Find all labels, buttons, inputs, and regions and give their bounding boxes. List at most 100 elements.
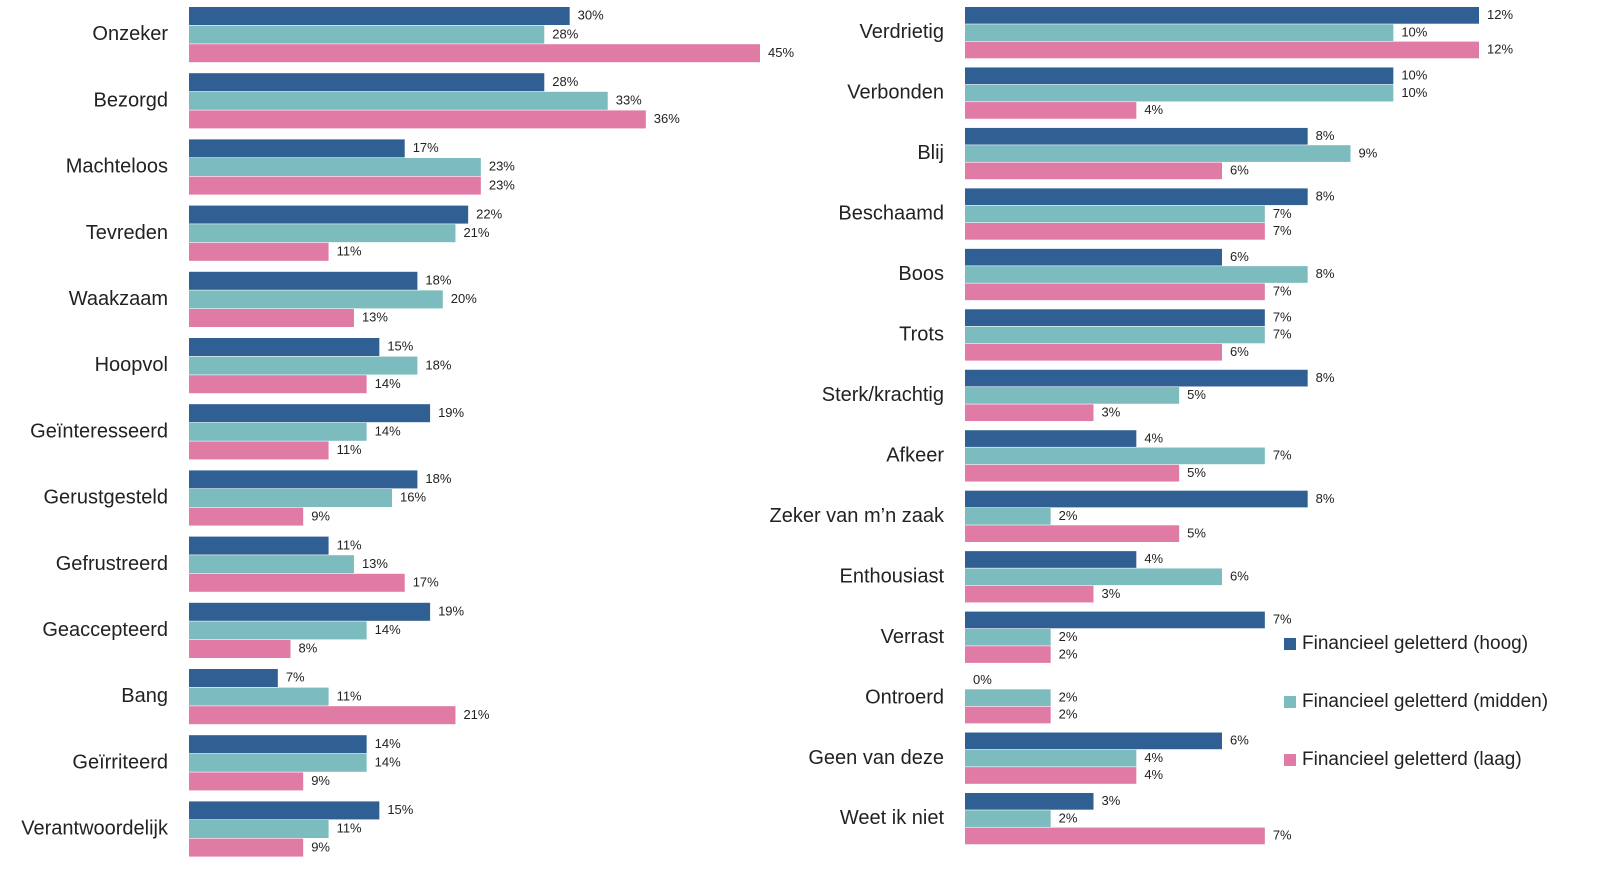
bar (189, 489, 393, 507)
data-label: 3% (1102, 793, 1121, 808)
data-label: 6% (1230, 163, 1249, 178)
data-label: 8% (1316, 266, 1335, 281)
data-label: 15% (387, 339, 413, 354)
data-label: 4% (1144, 767, 1163, 782)
data-label: 2% (1059, 689, 1078, 704)
bar (965, 551, 1137, 568)
bar (965, 67, 1394, 85)
bar (965, 188, 1308, 206)
bar (965, 162, 1222, 180)
bar (189, 801, 380, 820)
data-label: 9% (1359, 145, 1378, 160)
data-label: 8% (1316, 188, 1335, 203)
bar (965, 404, 1094, 422)
data-label: 21% (463, 707, 489, 722)
bar (189, 573, 405, 592)
bar (189, 404, 431, 423)
bar (965, 525, 1180, 542)
legend-label: Financieel geletterd (hoog) (1302, 633, 1528, 654)
data-label: 19% (438, 604, 464, 619)
category-label: Geaccepteerd (42, 619, 168, 641)
bar (189, 772, 304, 791)
data-label: 11% (337, 244, 362, 259)
data-label: 16% (400, 490, 426, 505)
data-label: 2% (1059, 629, 1078, 644)
data-label: 12% (1487, 7, 1513, 22)
category-label: Blij (917, 142, 944, 164)
bar (965, 343, 1222, 361)
data-label: 2% (1059, 810, 1078, 825)
data-label: 45% (768, 45, 794, 60)
bar (965, 611, 1265, 629)
bar (965, 767, 1137, 784)
data-label: 8% (1316, 491, 1335, 506)
bar (965, 24, 1394, 41)
data-label: 20% (451, 291, 477, 306)
legend-swatch (1284, 754, 1296, 766)
category-label: Tevreden (86, 222, 168, 244)
category-label: Geïnteresseerd (30, 420, 168, 442)
bar (189, 290, 443, 309)
category-label: Ontroerd (865, 686, 944, 708)
bar (189, 271, 418, 290)
bar (965, 248, 1222, 266)
bar (965, 430, 1137, 447)
data-label: 7% (1273, 448, 1292, 463)
category-label: Hoopvol (95, 354, 168, 376)
bar (189, 470, 418, 489)
legend-swatch (1284, 638, 1296, 650)
bar (189, 441, 329, 460)
data-label: 6% (1230, 344, 1249, 359)
bar (965, 792, 1094, 810)
data-label: 4% (1144, 551, 1163, 566)
data-label: 5% (1187, 465, 1206, 480)
data-label: 8% (1316, 128, 1335, 143)
bar (965, 568, 1222, 586)
bar (189, 176, 481, 195)
data-label: 7% (286, 670, 305, 685)
data-label: 19% (438, 405, 464, 420)
data-label: 7% (1273, 223, 1292, 238)
legend-label: Financieel geletterd (midden) (1302, 691, 1548, 712)
bar (965, 41, 1479, 59)
data-label: 9% (311, 839, 330, 854)
bar (189, 536, 329, 555)
category-label: Waakzaam (69, 288, 168, 310)
bar (965, 326, 1265, 344)
data-label: 23% (489, 177, 515, 192)
data-label: 18% (425, 273, 451, 288)
data-label: 14% (375, 736, 401, 751)
data-label: 2% (1059, 508, 1078, 523)
data-label: 17% (413, 140, 439, 155)
data-label: 28% (552, 74, 578, 89)
data-label: 10% (1401, 68, 1427, 83)
data-label: 9% (311, 508, 330, 523)
bar (189, 139, 405, 158)
bar (965, 387, 1180, 404)
bar (189, 110, 646, 129)
data-label: 10% (1401, 85, 1427, 100)
category-label: Geen van deze (808, 747, 944, 769)
bar (189, 602, 431, 621)
category-label: Trots (899, 324, 944, 346)
bar (965, 369, 1308, 387)
bar (189, 158, 481, 176)
data-label: 8% (1316, 370, 1335, 385)
data-label: 14% (375, 424, 401, 439)
data-label: 7% (1273, 327, 1292, 342)
bar (189, 25, 545, 44)
bar (189, 91, 608, 110)
bar (965, 205, 1265, 223)
category-label: Zeker van m’n zaak (769, 505, 945, 527)
data-label: 4% (1144, 102, 1163, 117)
bar (965, 84, 1394, 102)
bar (189, 838, 304, 857)
legend-swatch (1284, 696, 1296, 708)
data-label: 18% (425, 471, 451, 486)
data-label: 30% (578, 8, 604, 23)
data-label: 6% (1230, 249, 1249, 264)
data-label: 9% (311, 773, 330, 788)
data-label: 33% (616, 93, 642, 108)
category-label: Sterk/krachtig (822, 384, 944, 406)
